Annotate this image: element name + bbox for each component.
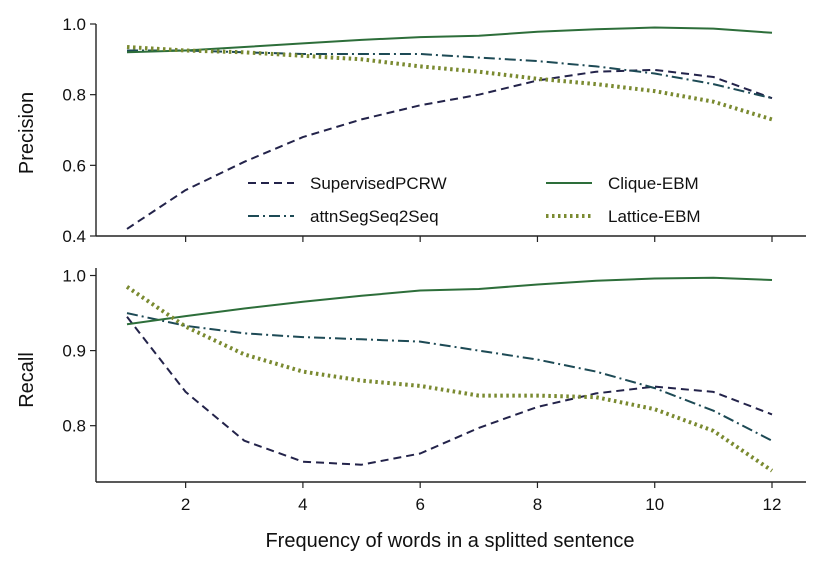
x-tick-label: 4 (298, 495, 307, 514)
precision-series-attnsegseq2seq (127, 49, 773, 100)
recall-y-tick-label: 0.9 (62, 342, 86, 361)
recall-panel: 0.8 0.9 1.0 2 4 6 8 10 12 Recall (16, 267, 806, 514)
recall-series-attnsegseq2seq (126, 312, 773, 442)
precision-y-axis-title: Precision (16, 92, 38, 174)
recall-y-axis-title: Recall (16, 352, 38, 408)
precision-series-clique-ebm (126, 26, 773, 54)
legend-label: Lattice-EBM (608, 207, 701, 226)
x-tick-label: 10 (645, 495, 664, 514)
x-tick-label: 2 (181, 495, 190, 514)
legend-label: SupervisedPCRW (310, 174, 447, 193)
recall-series-supervisedpcrw (126, 316, 773, 466)
precision-series-lattice-ebm (126, 45, 773, 122)
recall-series-clique-ebm (126, 276, 773, 326)
precision-panel: 0.4 0.6 0.8 1.0 Precision (16, 15, 806, 246)
precision-y-tick-label: 0.4 (62, 227, 86, 246)
precision-y-tick-label: 0.8 (62, 86, 86, 105)
legend-label: attnSegSeq2Seq (310, 207, 439, 226)
precision-y-tick-label: 0.6 (62, 156, 86, 175)
recall-y-tick-label: 1.0 (62, 267, 86, 286)
legend: SupervisedPCRW attnSegSeq2Seq Clique-EBM La… (248, 174, 701, 226)
x-axis-title: Frequency of words in a splitted sentenc… (265, 530, 634, 552)
precision-y-tick-label: 1.0 (62, 15, 86, 34)
recall-y-tick-label: 0.8 (62, 417, 86, 436)
legend-label: Clique-EBM (608, 174, 699, 193)
precision-series-supervisedpcrw (126, 68, 773, 230)
recall-series-lattice-ebm (125, 285, 774, 473)
x-tick-label: 6 (415, 495, 424, 514)
x-tick-label: 8 (533, 495, 542, 514)
x-tick-label: 12 (763, 495, 782, 514)
